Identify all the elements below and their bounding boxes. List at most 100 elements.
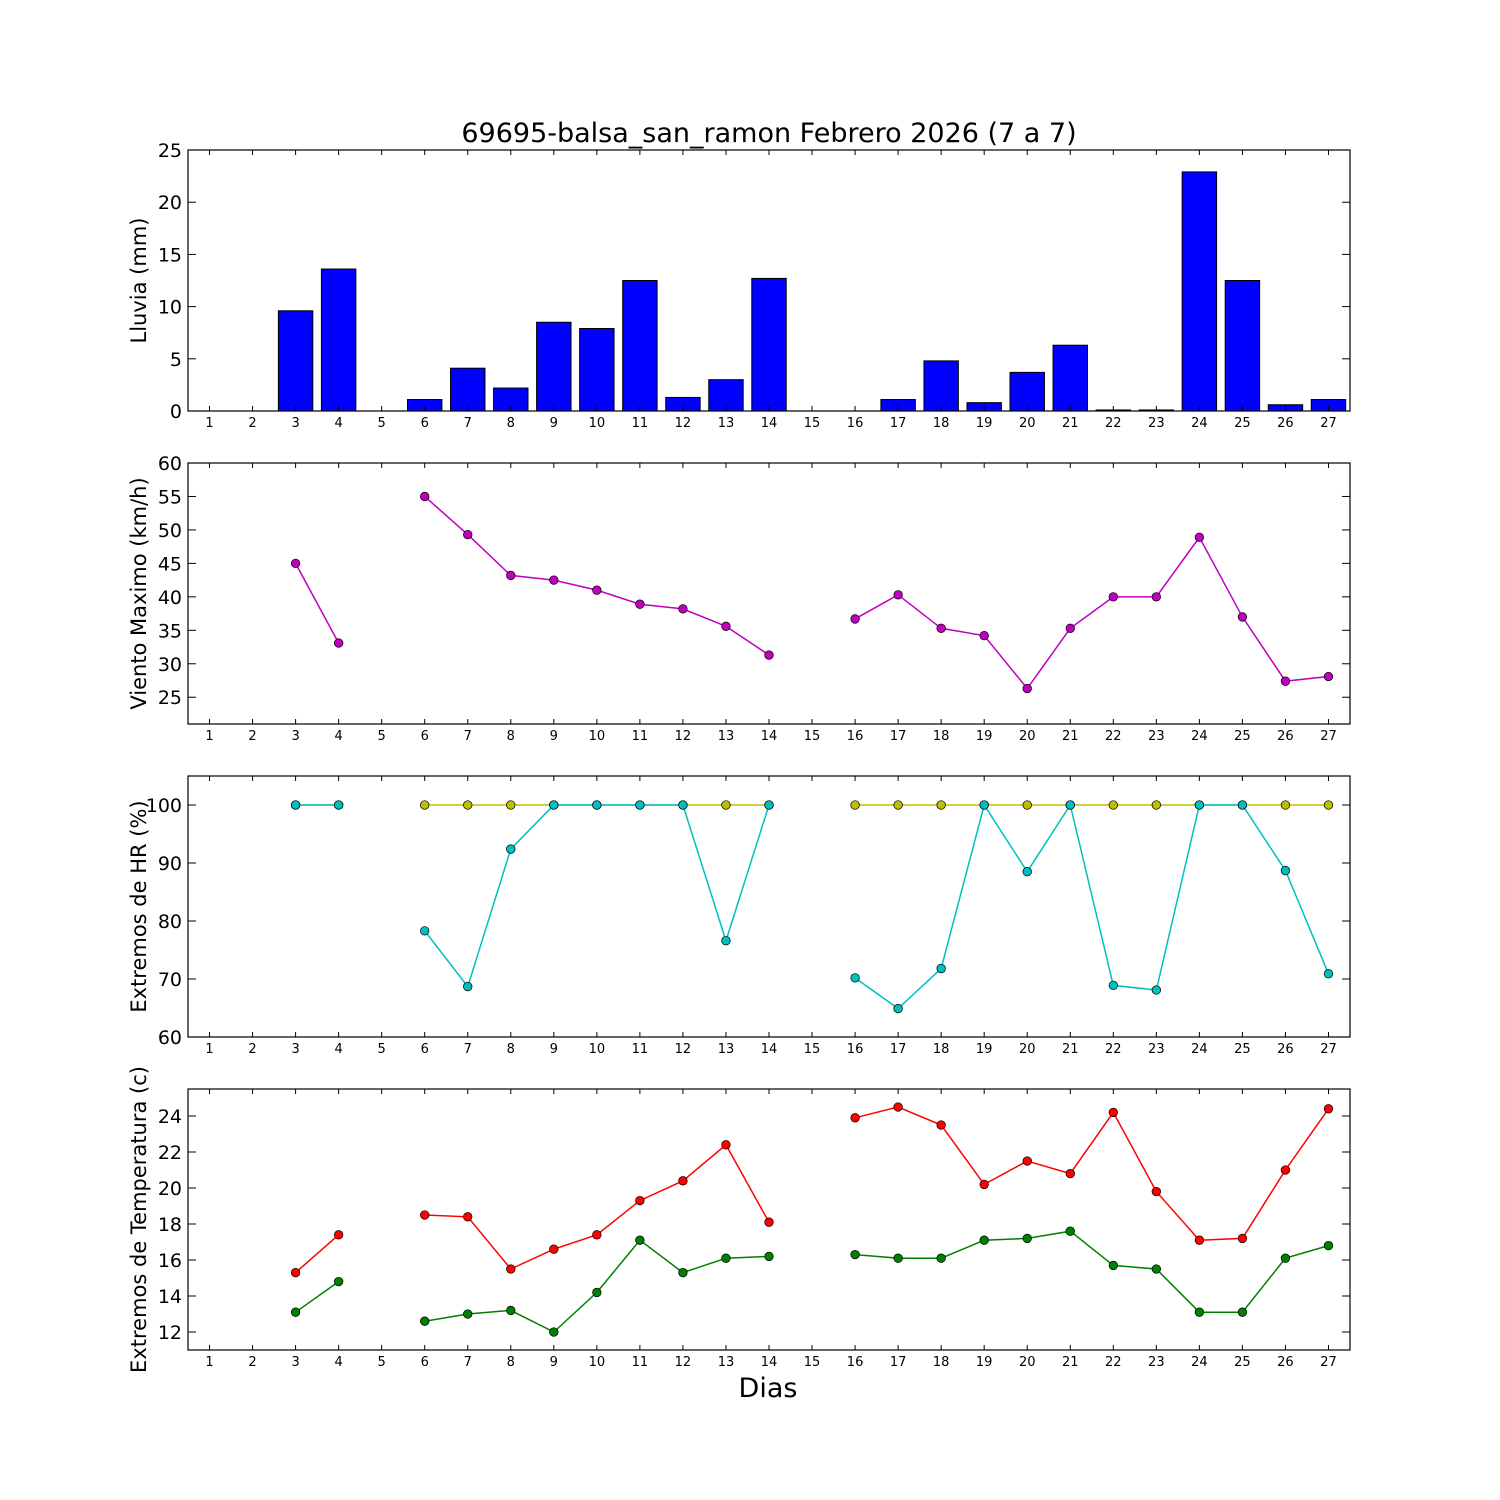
x-tick-label: 3 [291,1355,299,1370]
x-tick-label: 21 [1062,729,1079,744]
x-tick-label: 27 [1320,729,1337,744]
y-tick-label: 30 [158,654,182,676]
point-temperature-1-day-16 [850,1249,860,1260]
point-wind-0-day-10 [592,585,602,595]
point-temperature-1-day-18 [936,1253,946,1263]
point-humidity-1-day-10 [592,800,602,810]
x-tick-label: 18 [933,729,950,744]
y-tick-label: 24 [158,1106,182,1128]
point-temperature-1-day-3 [290,1307,301,1317]
point-temperature-0-day-25 [1237,1233,1248,1244]
x-tick-label: 15 [804,729,821,744]
point-temperature-0-day-23 [1151,1186,1161,1197]
x-tick-label: 18 [933,1042,950,1057]
x-tick-label: 10 [589,1042,606,1057]
y-tick-label: 22 [158,1142,182,1164]
point-wind-0-day-25 [1237,612,1248,622]
x-tick-label: 20 [1019,1042,1036,1057]
x-tick-label: 7 [464,1042,472,1057]
point-wind-0-day-23 [1151,592,1161,602]
bar-day-10 [579,328,615,412]
y-axis-label: Extremos de Temperatura (c) [127,1066,151,1373]
bar-day-4 [320,268,357,412]
point-humidity-1-day-19 [979,800,989,810]
point-temperature-0-day-13 [721,1140,731,1150]
x-tick-label: 23 [1148,729,1165,744]
y-tick-label: 0 [170,401,182,423]
series-line-humidity-1-2 [854,803,1330,1010]
x-tick-label: 5 [378,1042,386,1057]
x-tick-label: 11 [632,729,649,744]
y-tick-label: 5 [170,349,182,371]
point-humidity-1-day-24 [1194,800,1205,810]
point-wind-0-day-9 [549,575,559,585]
x-tick-label: 19 [976,729,993,744]
point-wind-0-day-13 [721,621,731,631]
x-tick-label: 12 [675,1042,692,1057]
x-tick-label: 18 [933,1355,950,1370]
point-temperature-0-day-8 [506,1264,516,1274]
point-temperature-1-day-20 [1022,1233,1032,1244]
point-humidity-1-day-21 [1065,800,1075,810]
point-humidity-0-day-26 [1280,800,1291,810]
x-tick-label: 20 [1019,729,1036,744]
y-tick-label: 60 [158,1027,182,1049]
point-wind-0-day-26 [1280,676,1291,686]
point-humidity-1-day-9 [549,800,559,810]
x-tick-label: 24 [1191,1355,1208,1370]
x-tick-label: 17 [890,1042,907,1057]
x-tick-label: 25 [1234,1042,1251,1057]
x-tick-label: 3 [291,1042,299,1057]
bar-day-13 [708,379,744,412]
x-tick-label: 10 [589,416,606,431]
x-tick-label: 4 [334,729,342,744]
x-tick-label: 11 [632,1042,649,1057]
point-humidity-0-day-8 [506,800,516,810]
point-wind-0-day-4 [333,638,344,648]
x-tick-label: 17 [890,416,907,431]
x-tick-label: 10 [589,729,606,744]
point-temperature-1-day-10 [592,1287,602,1298]
point-temperature-0-day-11 [635,1195,645,1206]
point-temperature-1-day-11 [635,1235,645,1245]
series-line-wind-0-0 [294,563,340,644]
x-tick-label: 10 [589,1355,606,1370]
bar-day-21 [1052,344,1088,412]
point-temperature-0-day-18 [936,1120,946,1130]
x-tick-label: 1 [205,1355,213,1370]
point-wind-0-day-22 [1108,592,1118,602]
point-temperature-1-day-8 [506,1305,516,1316]
x-tick-label: 1 [205,729,213,744]
x-tick-label: 13 [718,1355,735,1370]
x-axis-label: Dias [739,1373,798,1404]
point-temperature-1-day-24 [1194,1307,1205,1317]
point-humidity-1-day-4 [333,800,344,810]
x-tick-label: 7 [464,1355,472,1370]
point-humidity-1-day-3 [290,800,301,810]
point-wind-0-day-21 [1065,623,1075,633]
x-tick-label: 26 [1277,1042,1294,1057]
x-tick-label: 9 [550,416,558,431]
point-wind-0-day-20 [1022,683,1032,694]
point-humidity-0-day-16 [850,800,860,810]
point-humidity-1-day-17 [893,1003,903,1014]
point-humidity-1-day-25 [1237,800,1248,810]
point-humidity-1-day-26 [1280,865,1291,876]
point-humidity-1-day-7 [463,981,473,992]
x-tick-label: 13 [718,1042,735,1057]
series-line-temperature-0-1 [424,1143,770,1270]
y-tick-label: 25 [158,140,182,162]
x-tick-label: 1 [205,1042,213,1057]
x-tick-label: 24 [1191,729,1208,744]
x-tick-label: 25 [1234,416,1251,431]
x-tick-label: 1 [205,416,213,431]
point-temperature-0-day-7 [463,1212,473,1222]
y-tick-label: 10 [158,297,182,319]
y-tick-label: 20 [158,1178,182,1200]
y-tick-label: 80 [158,911,182,933]
bar-day-24 [1181,171,1218,412]
x-tick-label: 7 [464,729,472,744]
x-tick-label: 3 [291,416,299,431]
y-tick-label: 50 [158,520,182,542]
point-wind-0-day-14 [764,650,774,660]
